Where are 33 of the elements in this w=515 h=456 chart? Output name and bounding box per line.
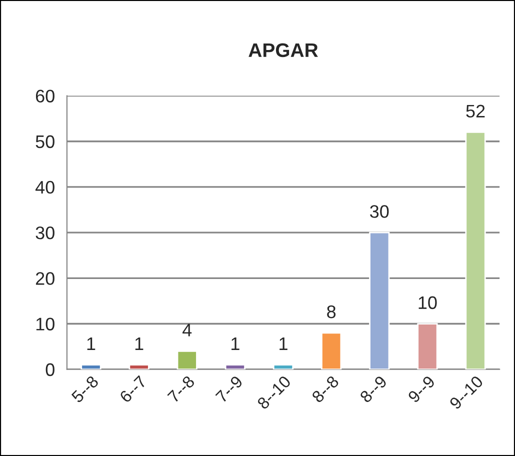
x-tick-label: 7--8 [167,375,196,404]
data-label: 1 [232,338,240,350]
bar [272,364,294,370]
chart-title: APGAR [248,43,318,58]
x-tick-label: 7--9 [215,375,244,404]
data-label: 10 [418,296,437,310]
x-tick-label: 8--9 [359,375,388,404]
bar [224,364,246,370]
y-tick-label: 60 [36,90,54,102]
data-label: 8 [327,305,336,318]
x-tick-label: 6--7 [119,375,148,404]
bar [128,364,150,370]
data-label: 1 [135,338,144,350]
bar [321,332,342,370]
data-label: 4 [182,324,192,336]
bar [176,350,198,370]
y-tick-label: 30 [36,226,54,240]
bar [417,323,438,370]
y-tick-label: 0 [46,363,54,376]
data-label: 52 [466,104,485,118]
data-label: 1 [280,338,288,350]
y-tick-label: 20 [36,272,54,285]
data-label: 1 [87,338,96,350]
bar [465,132,486,370]
data-label: 30 [370,205,389,218]
bar [80,364,102,370]
y-tick-label: 50 [36,135,54,148]
x-tick-label: 8--8 [311,375,340,404]
x-tick-label: 5--8 [70,375,100,404]
x-tick-label: 9--9 [407,375,436,404]
y-tick-label: 40 [35,180,54,194]
y-tick-label: 10 [36,318,54,330]
bar [369,232,390,370]
